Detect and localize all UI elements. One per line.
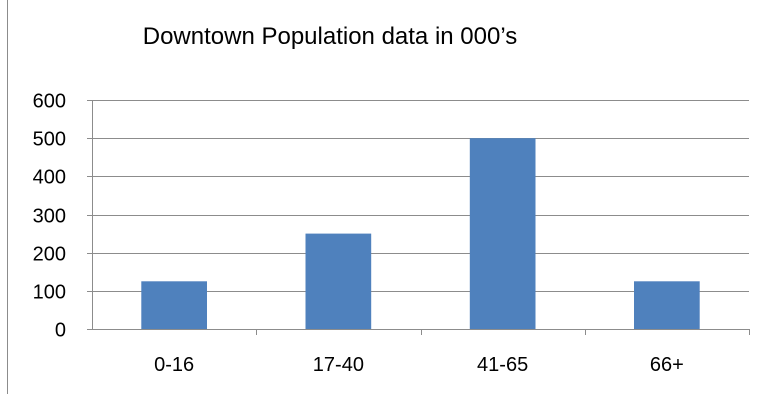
bars bbox=[141, 138, 700, 329]
gridlines bbox=[92, 100, 749, 292]
x-tick-label: 66+ bbox=[650, 354, 684, 376]
x-tick-label: 17-40 bbox=[313, 354, 364, 376]
y-tick-label: 400 bbox=[33, 167, 66, 189]
y-tick-label: 500 bbox=[33, 129, 66, 151]
bar-0-16 bbox=[141, 281, 207, 329]
chart-title: Downtown Population data in 000’s bbox=[143, 23, 517, 50]
bar-17-40 bbox=[305, 233, 372, 329]
y-tick-label: 300 bbox=[33, 206, 66, 228]
y-tick-label: 600 bbox=[33, 91, 66, 113]
x-tick-label: 0-16 bbox=[154, 354, 194, 376]
y-tick-label: 200 bbox=[33, 244, 66, 266]
y-tick-label: 0 bbox=[55, 320, 66, 342]
axes bbox=[87, 100, 750, 335]
bar-41-65 bbox=[469, 138, 536, 329]
y-tick-labels: 0 100 200 300 400 500 600 bbox=[33, 91, 66, 342]
y-tick-label: 100 bbox=[33, 282, 66, 304]
x-tick-label: 41-65 bbox=[477, 354, 528, 376]
bar-66+ bbox=[634, 281, 700, 329]
x-tick-labels: 0-16 17-40 41-65 66+ bbox=[154, 354, 684, 376]
